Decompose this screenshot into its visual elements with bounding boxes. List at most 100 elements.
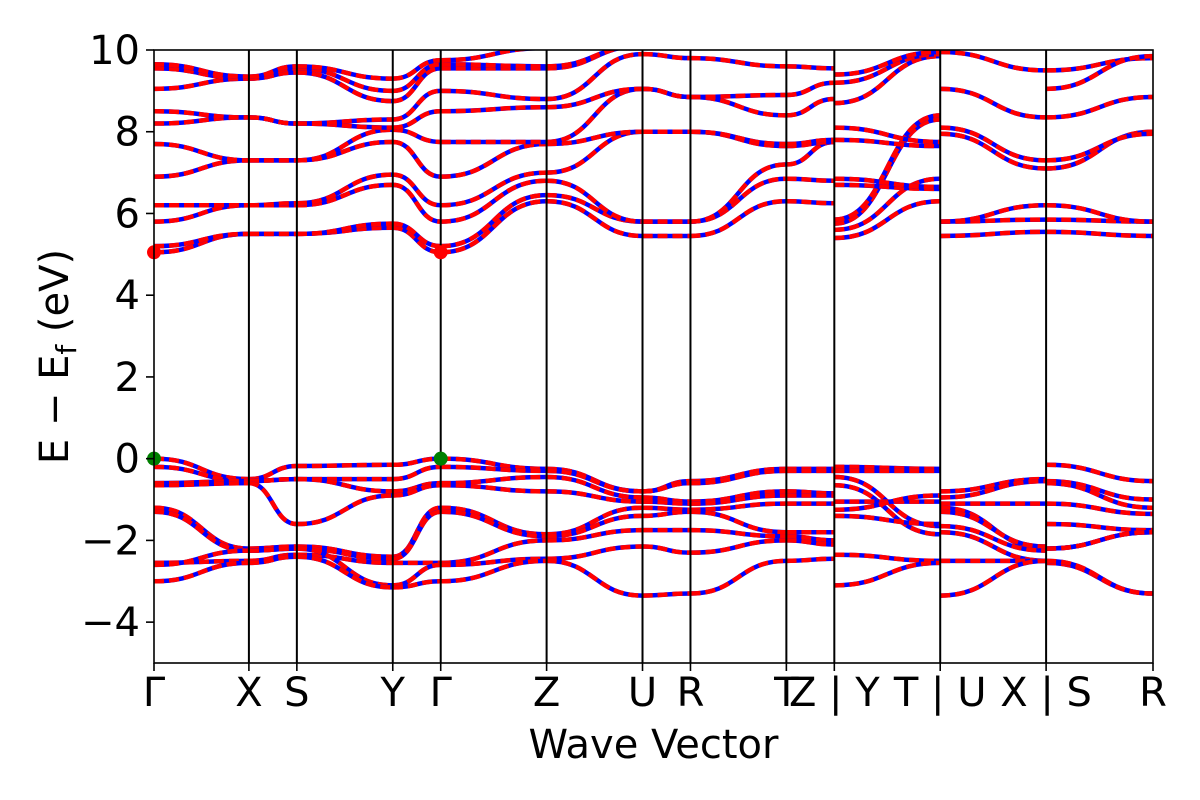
vbm-marker-1 [433,451,448,466]
band-cb-2-seg-7-spin-down [690,162,787,224]
band-cb-7-seg-4-spin-up [440,88,547,102]
band-vb-7-seg-1-spin-up [248,546,297,553]
band-vb-7-seg-5-spin-up [546,544,643,562]
band-vb-1-seg-6-spin-up [642,480,691,494]
band-cb-7-seg-7-spin-up [690,55,787,69]
band-cb-4-seg-10-spin-up [940,125,1047,163]
band-cb-1-seg-5-spin-up [546,192,643,224]
y-tick-label-1: 8 [115,110,140,156]
bands-group [154,50,1153,598]
band-cb-0-seg-8-spin-up [786,198,835,206]
band-cb-2-seg-4-spin-up [440,178,547,224]
x-tick-label-9: Z | Y [789,670,880,716]
x-tick-label-6: U [628,670,657,716]
band-vb-1-seg-4-spin-up [440,464,547,474]
band-cb-6-seg-3-spin-up [392,109,441,130]
band-vb-2-seg-1-spin-up [248,476,297,484]
band-cb-9-seg-2-spin-up [296,66,393,94]
y-tick-label-5: 0 [115,437,140,483]
kpoint-lines-group [247,50,1048,663]
band-cb-1-seg-10-spin-up [940,217,1047,224]
band-cb-10-seg-0-spin-up [154,62,249,79]
band-cb-10-seg-1-spin-up [248,64,297,79]
band-vb-2-seg-11-spin-up [1046,480,1153,510]
band-cb-9-seg-3-spin-up [392,62,441,94]
band-cb-0-seg-9-spin-up [834,198,941,241]
band-vb-5-seg-9-spin-up [834,493,941,512]
band-cb-7-seg-11-spin-up [1046,53,1153,92]
band-vb-3-seg-6-spin-up [642,499,691,506]
band-cb-1-seg-8-spin-up [786,176,835,184]
band-cb-9-seg-5-spin-up [546,50,621,69]
band-vb-6-seg-9-spin-up [834,513,941,527]
band-cb-3-seg-3-spin-up [392,172,441,208]
x-tick-label-4: Γ [430,670,453,716]
y-axis-label-sub: f [50,344,83,355]
x-tick-label-10: T | U [893,670,987,716]
band-vb-3-seg-3-spin-up [392,482,441,498]
band-vb-6-seg-2-spin-up [296,552,393,566]
band-vb-0-seg-0-spin-up [154,456,249,482]
band-cb-1-seg-4-spin-up [440,192,547,249]
band-vb-8-seg-3-spin-up [392,579,441,590]
band-vb-7-seg-0-spin-up [154,548,249,568]
band-vb-0-seg-1-spin-up [248,463,297,482]
band-cb-3-seg-2-spin-up [296,172,393,206]
band-cb-7-seg-0-spin-up [154,109,249,120]
band-cb-3-seg-1-spin-up [248,201,297,208]
band-vb-8-seg-5-spin-up [546,558,643,598]
band-vb-1-seg-7-spin-up [690,468,787,486]
x-tick-label-12: R [1139,670,1167,716]
x-axis-label: Wave Vector [529,722,780,768]
band-vb-4-seg-7-spin-up [690,501,787,512]
band-vb-6-seg-11-spin-up [1046,529,1153,551]
band-vb-0-seg-9-spin-up [834,464,941,472]
x-tick-label-2: S [284,670,309,716]
band-cb-10-seg-2-spin-up [296,64,393,81]
band-vb-6-seg-0-spin-up [154,558,249,566]
band-cb-6-seg-10-spin-up [940,50,1047,73]
y-tick-label-6: −2 [81,518,140,564]
x-tick-label-11: X | S [1000,670,1092,716]
band-vb-7-seg-4-spin-up [440,556,547,568]
band-vb-7-seg-2-spin-up [296,546,393,588]
y-tick-label-7: −4 [81,600,140,646]
band-cb-10-seg-9-spin-up [834,50,941,77]
x-tick-label-8: T [773,670,799,716]
band-cb-7-seg-5-spin-up [546,51,643,102]
x-tick-label-0: Γ [143,670,166,716]
band-vb-5-seg-4-spin-up [440,509,547,539]
band-vb-2-seg-8-spin-up [786,489,835,496]
band-vb-8-seg-8-spin-up [786,556,835,564]
band-vb-8-seg-0-spin-up [154,560,249,584]
band-vb-3-seg-9-spin-up [834,482,941,537]
band-cb-1-seg-7-spin-up [690,176,787,224]
band-cb-3-seg-10-spin-up [940,131,1047,171]
band-cb-5-seg-9-spin-up [834,176,941,190]
band-cb-1-seg-2-spin-up [296,221,393,237]
band-cb-4-seg-5-spin-up [546,129,643,147]
band-cb-1-seg-0-spin-up [154,231,249,249]
y-tick-label-3: 4 [115,273,140,319]
band-vb-8-seg-2-spin-up [296,554,393,590]
band-vb-7-seg-8-spin-up [786,538,835,547]
band-cb-1-seg-9-spin-up [834,176,941,233]
band-vb-4-seg-11-spin-up [1046,521,1153,533]
x-tick-label-3: Y [380,670,406,716]
band-cb-6-seg-2-spin-up [296,121,393,130]
y-axis: 10 8 6 4 2 0 −2 −4 [81,28,154,646]
band-cb-6-seg-9-spin-up [834,137,941,149]
band-vb-1-seg-5-spin-up [546,468,643,494]
y-axis-label-unit: (eV) [32,249,78,345]
band-vb-5-seg-7-spin-up [690,509,787,535]
band-cb-4-seg-8-spin-up [786,137,835,147]
band-cb-5-seg-0-spin-up [154,141,249,163]
band-vb-6-seg-5-spin-up [546,527,643,543]
band-vb-2-seg-4-spin-up [440,474,547,486]
band-vb-4-seg-5-spin-up [546,505,643,537]
band-cb-6-seg-7-spin-up [690,92,787,100]
band-cb-6-seg-8-spin-up [786,80,835,98]
band-cb-5-seg-7-spin-up [690,94,787,118]
x-tick-label-5: Z [533,670,560,716]
